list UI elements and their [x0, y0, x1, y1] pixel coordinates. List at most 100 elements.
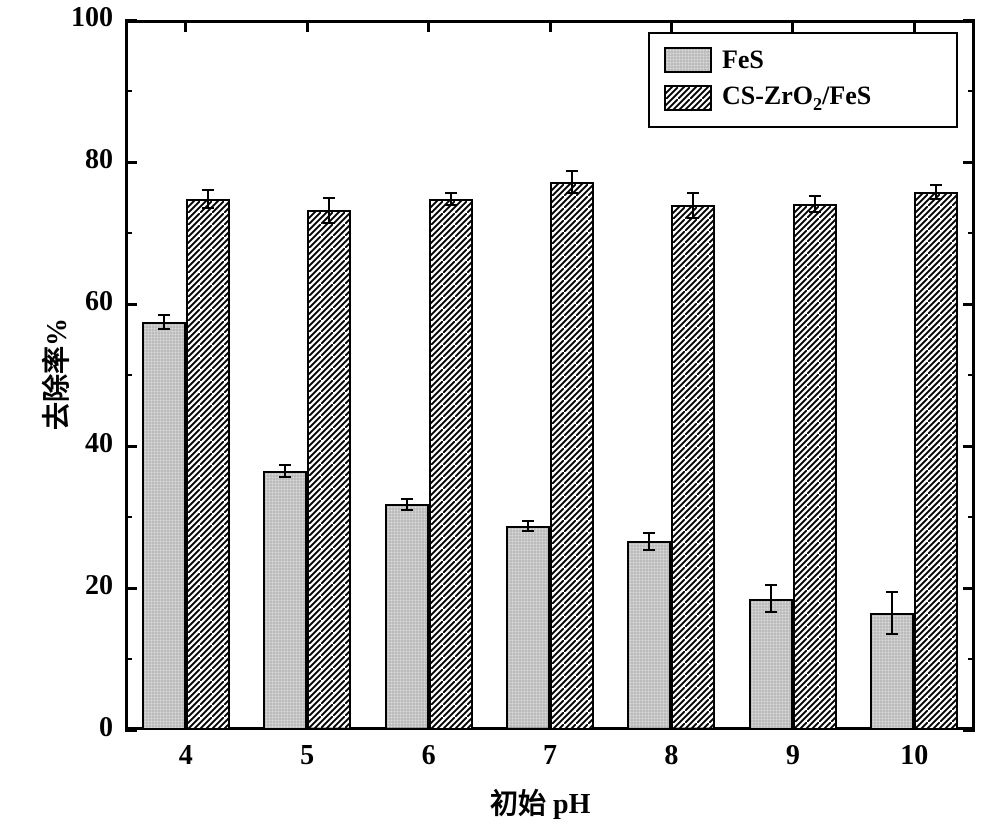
- error-bar: [571, 171, 573, 192]
- error-cap: [643, 532, 655, 534]
- bar-CS-ZrO2/FeS: [429, 199, 473, 728]
- error-bar: [770, 585, 772, 612]
- error-cap: [566, 170, 578, 172]
- x-tick: [670, 20, 673, 32]
- error-bar: [328, 198, 330, 224]
- chart-container: 去除率% 初始 pH FeSCS-ZrO2/FeS 02040608010045…: [0, 0, 1000, 839]
- y-tick-label: 20: [55, 570, 113, 602]
- error-bar: [648, 533, 650, 550]
- y-tick-label: 100: [55, 2, 113, 34]
- x-tick-label: 10: [884, 740, 944, 772]
- error-cap: [279, 476, 291, 478]
- y-minor-tick: [125, 90, 132, 92]
- x-tick-label: 5: [277, 740, 337, 772]
- x-tick: [913, 20, 916, 32]
- y-tick: [125, 587, 137, 590]
- legend-label: CS-ZrO2/FeS: [722, 81, 871, 115]
- bar-CS-ZrO2/FeS: [671, 205, 715, 728]
- error-cap: [566, 192, 578, 194]
- error-cap: [765, 584, 777, 586]
- y-tick-label: 40: [55, 428, 113, 460]
- y-tick: [963, 19, 975, 22]
- x-tick: [184, 20, 187, 32]
- x-tick-label: 6: [399, 740, 459, 772]
- y-tick: [125, 19, 137, 22]
- error-cap: [401, 509, 413, 511]
- error-cap: [930, 198, 942, 200]
- y-minor-tick: [968, 374, 975, 376]
- y-minor-tick: [125, 516, 132, 518]
- error-cap: [323, 197, 335, 199]
- bar-CS-ZrO2/FeS: [550, 182, 594, 728]
- y-axis-label: 去除率%: [35, 318, 75, 430]
- error-cap: [809, 195, 821, 197]
- legend-swatch: [664, 85, 712, 111]
- y-tick: [963, 729, 975, 732]
- legend-item-FeS: FeS: [664, 45, 942, 75]
- legend-label: FeS: [722, 45, 764, 75]
- y-tick: [963, 303, 975, 306]
- x-tick-label: 4: [156, 740, 216, 772]
- error-bar: [891, 592, 893, 635]
- y-tick-label: 0: [55, 712, 113, 744]
- legend-swatch: [664, 47, 712, 73]
- error-bar: [935, 185, 937, 199]
- y-tick: [125, 445, 137, 448]
- x-tick: [549, 20, 552, 32]
- error-cap: [279, 464, 291, 466]
- error-bar: [814, 196, 816, 212]
- error-cap: [930, 184, 942, 186]
- error-cap: [687, 192, 699, 194]
- error-cap: [522, 530, 534, 532]
- bar-FeS: [263, 471, 307, 728]
- error-cap: [158, 328, 170, 330]
- y-minor-tick: [968, 516, 975, 518]
- y-tick: [963, 445, 975, 448]
- error-bar: [163, 315, 165, 329]
- error-cap: [765, 611, 777, 613]
- error-cap: [202, 207, 214, 209]
- x-axis-label-cn: 初始: [490, 789, 553, 820]
- y-minor-tick: [125, 658, 132, 660]
- bar-FeS: [385, 504, 429, 728]
- y-tick: [963, 161, 975, 164]
- y-minor-tick: [125, 232, 132, 234]
- x-tick: [427, 20, 430, 32]
- legend: FeS CS-ZrO2/FeS: [648, 32, 958, 128]
- error-cap: [401, 498, 413, 500]
- error-cap: [445, 192, 457, 194]
- y-tick: [963, 587, 975, 590]
- y-minor-tick: [968, 232, 975, 234]
- error-cap: [886, 633, 898, 635]
- x-tick: [306, 20, 309, 32]
- error-cap: [522, 520, 534, 522]
- error-cap: [202, 189, 214, 191]
- error-bar: [692, 193, 694, 219]
- y-tick: [125, 161, 137, 164]
- bar-FeS: [142, 322, 186, 728]
- y-minor-tick: [968, 90, 975, 92]
- error-cap: [809, 211, 821, 213]
- bar-CS-ZrO2/FeS: [307, 210, 351, 728]
- y-tick-label: 80: [55, 144, 113, 176]
- x-tick: [791, 20, 794, 32]
- bar-FeS: [627, 541, 671, 728]
- error-cap: [445, 204, 457, 206]
- error-cap: [643, 549, 655, 551]
- bar-CS-ZrO2/FeS: [793, 204, 837, 728]
- y-minor-tick: [125, 374, 132, 376]
- x-axis-label: 初始 pH: [490, 782, 590, 822]
- y-minor-tick: [968, 658, 975, 660]
- bar-FeS: [749, 599, 793, 728]
- x-tick-label: 8: [641, 740, 701, 772]
- error-cap: [687, 217, 699, 219]
- bar-CS-ZrO2/FeS: [914, 192, 958, 728]
- error-bar: [207, 190, 209, 208]
- error-cap: [323, 222, 335, 224]
- x-axis-label-en: pH: [553, 789, 590, 820]
- x-tick-label: 7: [520, 740, 580, 772]
- y-tick: [125, 729, 137, 732]
- y-tick: [125, 303, 137, 306]
- legend-item-CS-ZrO2/FeS: CS-ZrO2/FeS: [664, 81, 942, 115]
- bar-CS-ZrO2/FeS: [186, 199, 230, 728]
